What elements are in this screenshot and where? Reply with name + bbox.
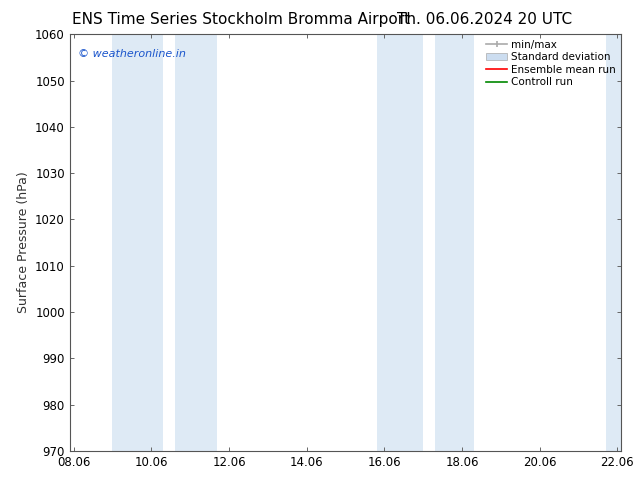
Text: Th. 06.06.2024 20 UTC: Th. 06.06.2024 20 UTC	[398, 12, 573, 27]
Bar	[435, 34, 474, 451]
Bar	[605, 34, 621, 451]
Y-axis label: Surface Pressure (hPa): Surface Pressure (hPa)	[16, 172, 30, 314]
Bar	[377, 34, 424, 451]
Bar	[112, 34, 163, 451]
Legend: min/max, Standard deviation, Ensemble mean run, Controll run: min/max, Standard deviation, Ensemble me…	[483, 36, 619, 91]
Text: © weatheronline.in: © weatheronline.in	[78, 49, 186, 59]
Bar	[174, 34, 217, 451]
Text: ENS Time Series Stockholm Bromma Airport: ENS Time Series Stockholm Bromma Airport	[72, 12, 410, 27]
